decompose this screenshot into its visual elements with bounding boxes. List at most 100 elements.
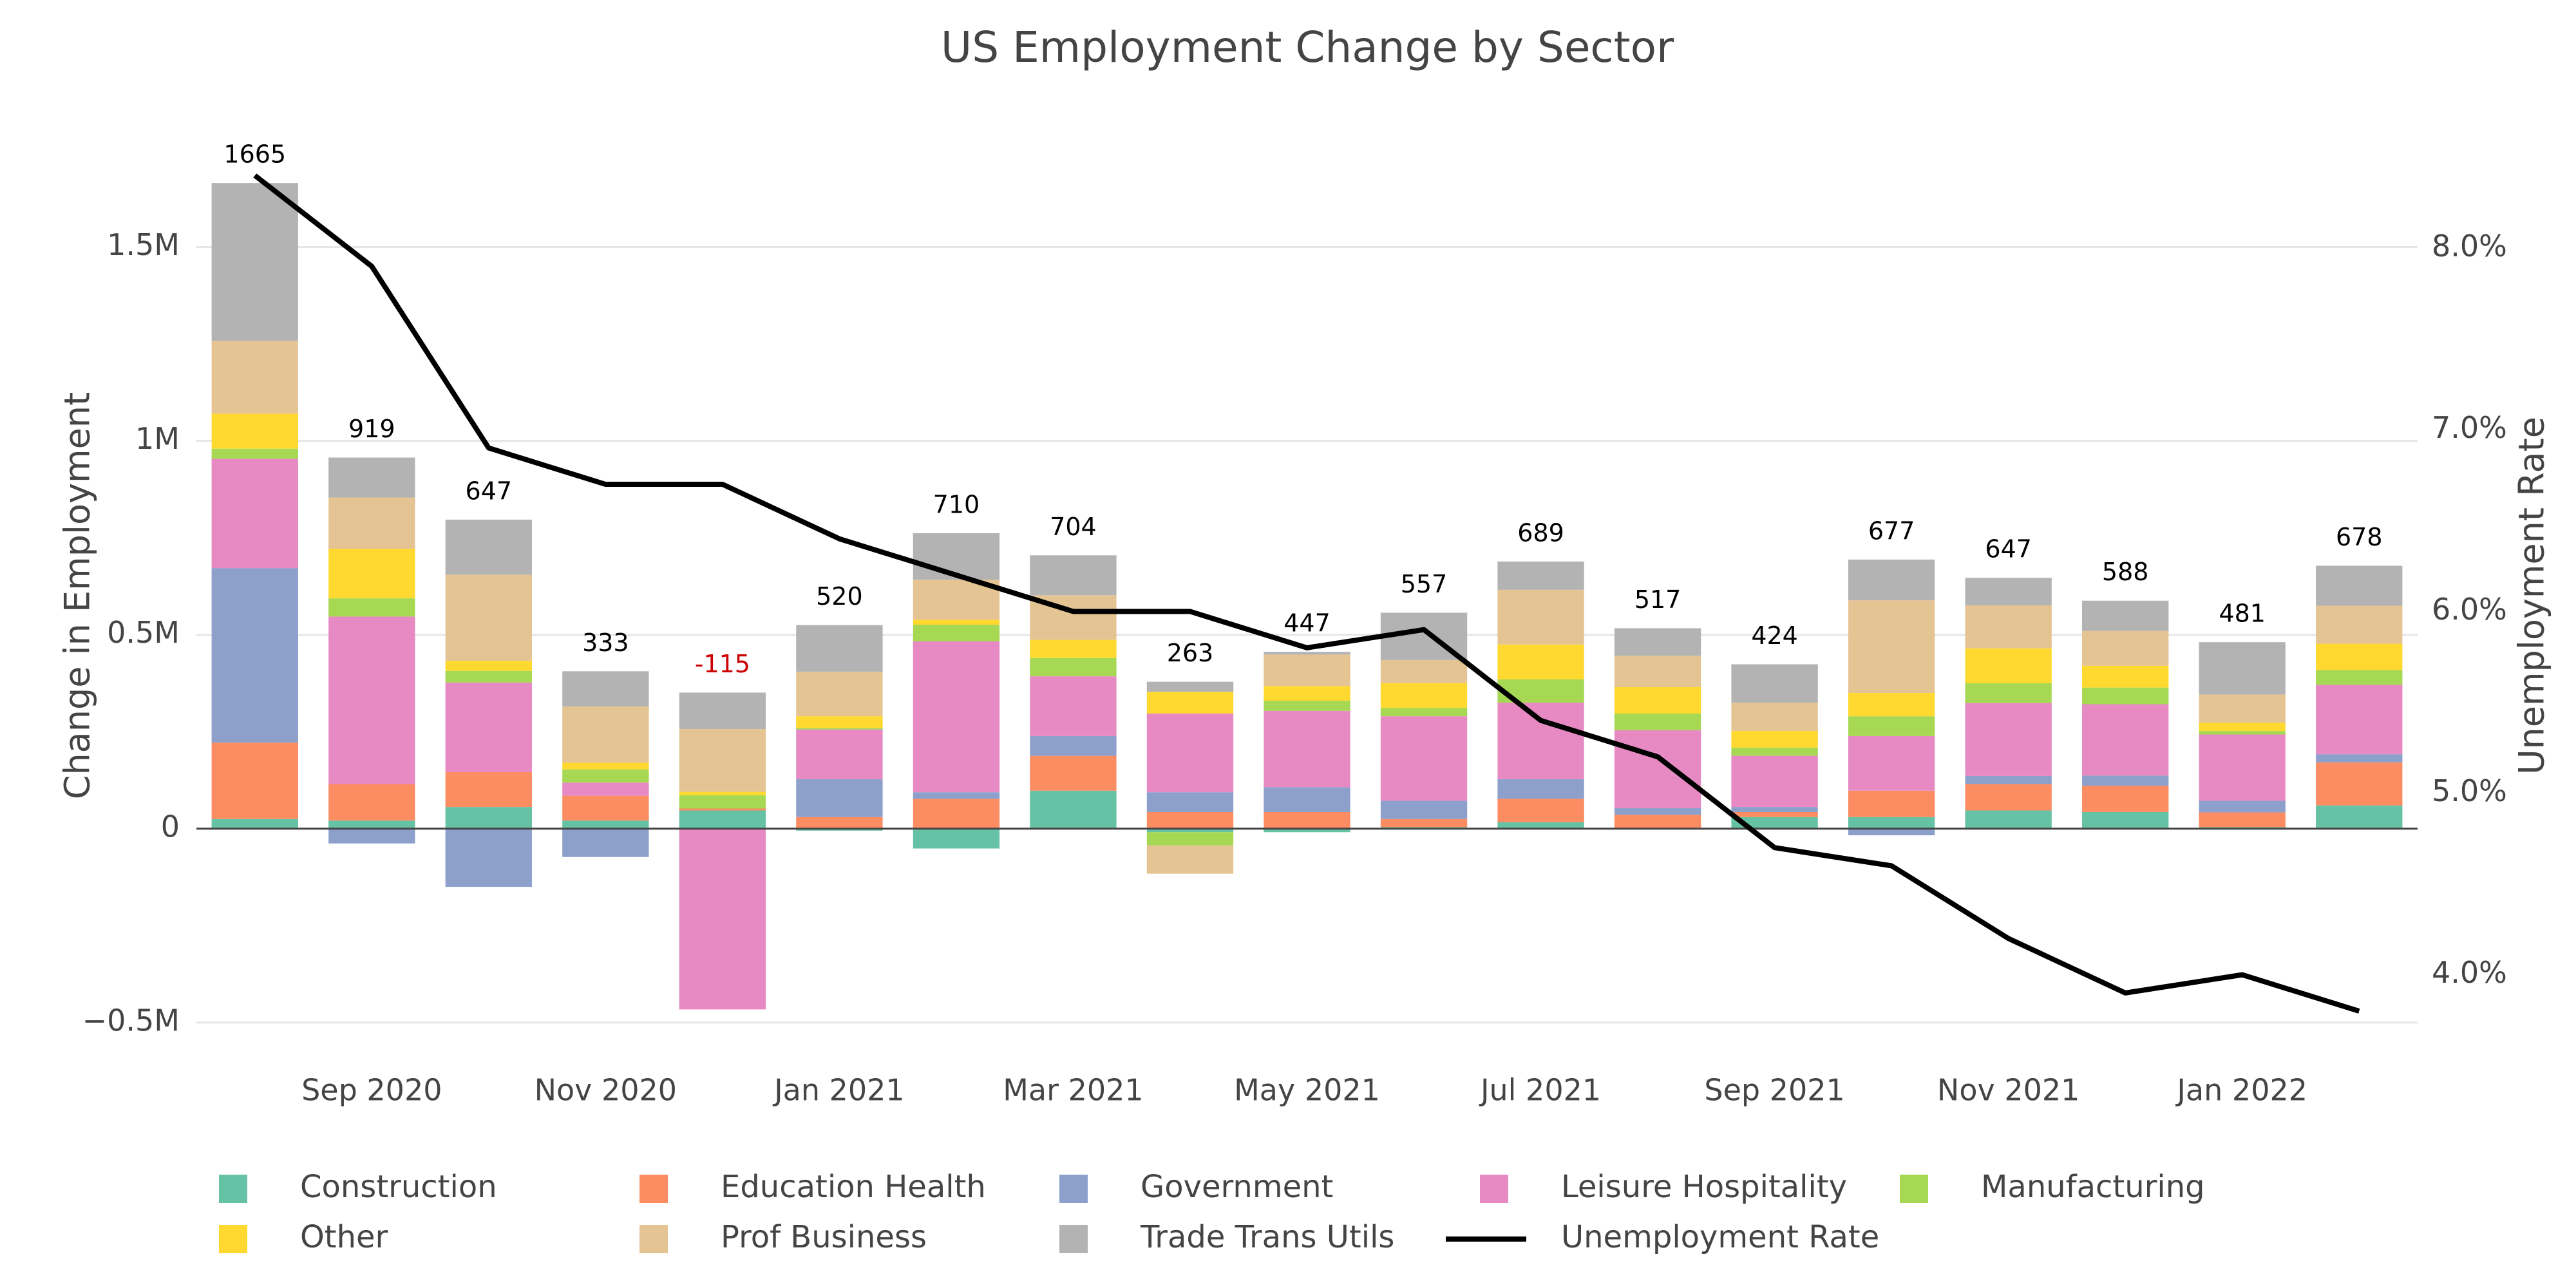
- bar-segment: [1497, 779, 1584, 799]
- bar-segment: [328, 616, 415, 784]
- bar-segment: [2082, 687, 2169, 705]
- bar-segment: [1497, 799, 1584, 822]
- bar-segment: [1030, 790, 1117, 829]
- total-label: 647: [466, 477, 513, 505]
- bar-segment: [328, 820, 415, 829]
- bar-segment: [328, 598, 415, 617]
- bar-segment: [1264, 811, 1350, 829]
- bar-segment: [2199, 731, 2286, 735]
- bar-segment: [796, 828, 883, 831]
- bar-segment: [679, 795, 766, 809]
- bar-segment: [1264, 787, 1350, 812]
- bar-segment: [1965, 784, 2052, 811]
- legend-label: Unemployment Rate: [1561, 1219, 1879, 1255]
- legend-swatch: [1900, 1175, 1928, 1203]
- bar-segment: [1848, 790, 1935, 817]
- bar-segment: [2316, 754, 2403, 762]
- bar-segment: [2199, 812, 2286, 828]
- bar-segment: [1731, 755, 1818, 808]
- bar-segment: [1497, 822, 1584, 829]
- bar-segment: [1146, 811, 1234, 829]
- x-tick-label: Jan 2022: [2175, 1073, 2307, 1108]
- bar-segment: [1030, 555, 1117, 596]
- bar-segment: [796, 779, 883, 817]
- y-tick-label: 0: [161, 809, 180, 844]
- y2-tick-label: 8.0%: [2432, 229, 2507, 263]
- bar-segment: [1614, 808, 1701, 815]
- bar-segment: [445, 519, 532, 575]
- legend-item[interactable]: Education Health: [639, 1169, 986, 1205]
- bar-segment: [679, 692, 766, 730]
- bar-segment: [2316, 670, 2403, 685]
- bar-segment: [913, 792, 1000, 799]
- total-label: 1665: [223, 140, 286, 169]
- bar-segment: [2082, 785, 2169, 812]
- legend-item[interactable]: Construction: [219, 1169, 497, 1205]
- bar-segment: [913, 641, 1000, 793]
- total-label: -115: [695, 650, 750, 678]
- bar-segment: [1146, 681, 1234, 692]
- x-tick-label: Jul 2021: [1479, 1073, 1601, 1108]
- legend-item[interactable]: Manufacturing: [1900, 1169, 2205, 1205]
- legend-label: Prof Business: [721, 1219, 927, 1255]
- legend-item[interactable]: Government: [1059, 1169, 1333, 1205]
- bar-segment: [211, 341, 298, 414]
- bar-segment: [562, 706, 649, 763]
- bars: [211, 183, 2403, 1010]
- bar-segment: [679, 808, 766, 811]
- bar-segment: [1380, 716, 1468, 801]
- y-tick-label: −0.5M: [82, 1003, 180, 1037]
- legend-swatch: [639, 1175, 668, 1203]
- bar-segment: [2082, 704, 2169, 776]
- bar-segment: [796, 671, 883, 717]
- bar-segment: [2082, 630, 2169, 666]
- bar-segment: [445, 772, 532, 808]
- bar-segment: [1030, 735, 1117, 756]
- bar-segment: [211, 183, 298, 341]
- bar-segment: [796, 716, 883, 728]
- bar-segment: [1030, 658, 1117, 677]
- legend-item[interactable]: Prof Business: [639, 1219, 927, 1255]
- bar-segment: [1965, 775, 2052, 784]
- bar-segment: [211, 448, 298, 459]
- bar-segment: [1965, 605, 2052, 649]
- line-series: [253, 173, 2360, 1014]
- bar-segment: [796, 728, 883, 730]
- y-axis-title: Change in Employment: [57, 392, 98, 800]
- bar-segment: [1146, 713, 1234, 793]
- chart-title: US Employment Change by Sector: [941, 23, 1674, 72]
- total-label: 919: [348, 415, 395, 443]
- bar-segment: [1264, 828, 1350, 833]
- x-tick-label: May 2021: [1234, 1073, 1380, 1108]
- bar-segment: [211, 743, 298, 819]
- legend-item[interactable]: Trade Trans Utils: [1059, 1219, 1394, 1255]
- y-tick-label: 1M: [135, 421, 180, 456]
- legend-item[interactable]: Unemployment Rate: [1446, 1219, 1879, 1255]
- bar-segment: [2199, 694, 2286, 723]
- bar-segment: [1497, 703, 1584, 779]
- total-label: 588: [2102, 558, 2149, 586]
- bar-segment: [328, 828, 415, 844]
- y2-tick-label: 6.0%: [2432, 592, 2507, 627]
- legend-label: Trade Trans Utils: [1140, 1219, 1394, 1255]
- legend-item[interactable]: Other: [219, 1219, 388, 1255]
- legend-item[interactable]: Leisure Hospitality: [1480, 1169, 1847, 1205]
- bar-segment: [1731, 817, 1818, 829]
- bar-segment: [1965, 683, 2052, 703]
- x-tick-label: Nov 2020: [535, 1073, 677, 1108]
- bar-segment: [913, 620, 1000, 625]
- bar-segment: [2199, 642, 2286, 695]
- bar-segment: [562, 820, 649, 829]
- total-label: 689: [1517, 518, 1564, 547]
- bar-segment: [1380, 683, 1468, 708]
- bar-segment: [1731, 731, 1818, 748]
- y2-tick-label: 7.0%: [2432, 410, 2507, 445]
- bar-segment: [679, 791, 766, 796]
- bar-segment: [1614, 815, 1701, 828]
- legend-swatch: [1059, 1225, 1088, 1253]
- bar-segment: [1965, 703, 2052, 776]
- bar-segment: [2316, 685, 2403, 755]
- bar-segment: [1614, 687, 1701, 714]
- bar-segment: [1380, 819, 1468, 828]
